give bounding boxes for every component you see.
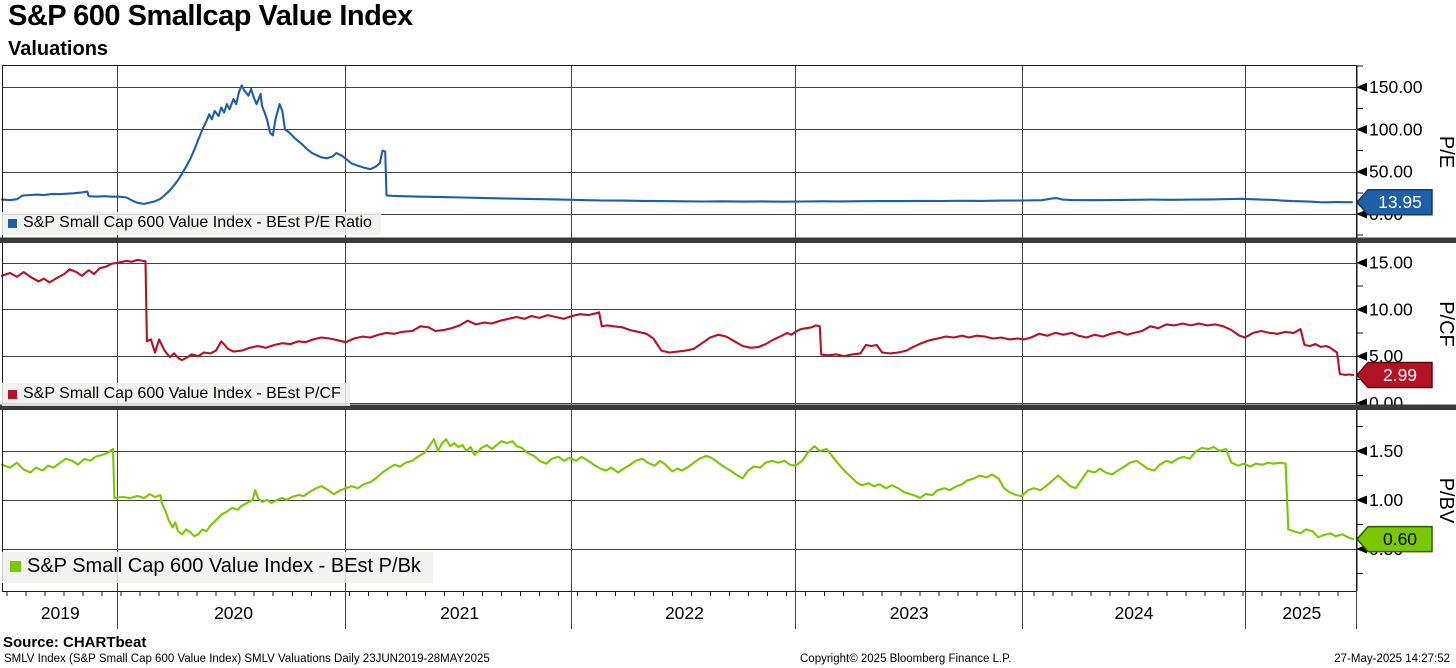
x-year-label: 2023: [890, 603, 929, 623]
pcf-badge-shape: [1356, 361, 1433, 389]
legend-pe: S&P Small Cap 600 Value Index - BEst P/E…: [2, 212, 381, 235]
footer-copyright: Copyright© 2025 Bloomberg Finance L.P.: [800, 653, 1012, 665]
pcf-tick-arrow-icon: [1356, 351, 1367, 361]
panel-separator: [0, 237, 1456, 243]
footer-description: SMLV Index (S&P Small Cap 600 Value Inde…: [4, 653, 490, 665]
pcf-last-value-badge: 2.99: [1356, 361, 1433, 389]
pbv-axis-title: P/BV: [1435, 478, 1456, 524]
pe-badge-shape: [1356, 188, 1433, 216]
legend-pcf: S&P Small Cap 600 Value Index - BEst P/C…: [2, 383, 350, 406]
pe-tick-arrow-icon: [1356, 82, 1367, 92]
page-title: S&P 600 Smallcap Value Index: [8, 0, 413, 32]
legend-pbv: S&P Small Cap 600 Value Index - BEst P/B…: [2, 552, 433, 583]
pbv-legend-marker-icon: [10, 561, 21, 572]
pcf-tick-arrow-icon: [1356, 304, 1367, 314]
page-subtitle: Valuations: [8, 38, 109, 60]
pcf-legend-label: S&P Small Cap 600 Value Index - BEst P/C…: [23, 385, 341, 402]
pbv-badge-value: 0.60: [1383, 529, 1417, 549]
pbv-y-tick-label: 1.50: [1369, 441, 1403, 461]
x-year-label: 2025: [1282, 603, 1321, 623]
pe-y-tick-label: 150.00: [1369, 77, 1423, 97]
source-label: Source: CHARTbeat: [3, 634, 147, 651]
x-year-label: 2024: [1114, 603, 1153, 623]
pe-y-tick-label: 50.00: [1369, 162, 1413, 182]
footer-timestamp: 27-May-2025 14:27:52: [1334, 653, 1450, 665]
x-year-label: 2022: [665, 603, 704, 623]
pbv-legend-label: S&P Small Cap 600 Value Index - BEst P/B…: [27, 555, 421, 577]
x-year-label: 2021: [440, 603, 479, 623]
panel-pbv: 1.501.000.50P/BV0.60: [0, 425, 1456, 574]
pe-legend-marker-icon: [8, 218, 17, 228]
pbv-last-value-badge: 0.60: [1356, 525, 1433, 553]
footer-row: SMLV Index (S&P Small Cap 600 Value Inde…: [0, 653, 1456, 668]
pcf-y-tick-label: 5.00: [1369, 346, 1403, 366]
pe-last-value-badge: 13.95: [1356, 188, 1433, 216]
pbv-series-line: [0, 438, 1355, 541]
pcf-legend-marker-icon: [8, 389, 17, 399]
pe-tick-arrow-icon: [1356, 124, 1367, 134]
pe-y-tick-label: 100.00: [1369, 119, 1423, 139]
pbv-tick-arrow-icon: [1356, 446, 1367, 456]
pcf-series-line: [0, 258, 1355, 377]
pbv-y-tick-label: 1.00: [1369, 490, 1403, 510]
pcf-badge-value: 2.99: [1383, 365, 1417, 385]
pcf-tick-arrow-icon: [1356, 258, 1367, 268]
pbv-badge-shape: [1356, 525, 1433, 553]
pbv-tick-arrow-icon: [1356, 495, 1367, 505]
pe-tick-arrow-icon: [1356, 209, 1367, 219]
x-year-label: 2020: [214, 603, 253, 623]
panel-separator: [0, 404, 1456, 410]
pcf-y-tick-label: 10.00: [1369, 299, 1413, 319]
pe-tick-arrow-icon: [1356, 167, 1367, 177]
x-year-label: 2019: [41, 603, 80, 623]
pe-legend-label: S&P Small Cap 600 Value Index - BEst P/E…: [23, 214, 372, 231]
pe-badge-value: 13.95: [1378, 192, 1422, 212]
pcf-axis-title: P/CF: [1435, 301, 1456, 347]
pcf-y-tick-label: 15.00: [1369, 253, 1413, 273]
pe-series-line: [0, 84, 1353, 205]
pe-axis-title: P/E: [1435, 136, 1456, 168]
